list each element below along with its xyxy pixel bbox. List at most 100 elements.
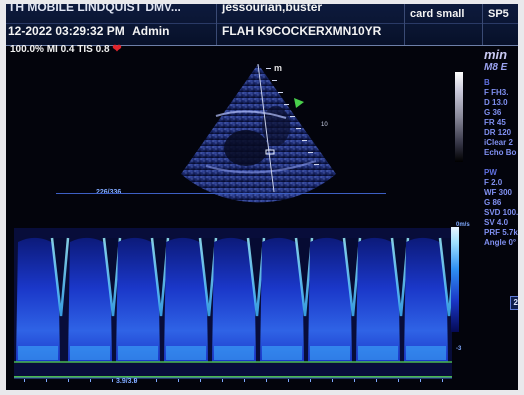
- sweep-readout: 226/336: [96, 189, 121, 196]
- ruler-tick: [266, 379, 267, 382]
- spectral-waveforms: [16, 237, 452, 362]
- diastolic-gap: [104, 238, 120, 316]
- brand-logo: min: [484, 47, 508, 62]
- ruler-tick: [24, 379, 25, 382]
- b-mode-param: B: [484, 78, 490, 87]
- diastolic-gap: [152, 238, 168, 316]
- acoustic-output-info: 100.0% MI 0.4 TIS 0.8 ❤: [10, 42, 122, 55]
- spectral-edge: [50, 237, 70, 317]
- b-mode-param: FR 45: [484, 118, 506, 127]
- datetime-text: 12-2022 03:29:32 PM: [8, 24, 125, 38]
- ruler-tick: [398, 379, 399, 382]
- ruler-tick: [244, 379, 245, 382]
- header-separator: [404, 4, 405, 45]
- header-separator: [216, 4, 217, 45]
- ruler-tick: [112, 379, 113, 382]
- pw-param: SV 4.0: [484, 218, 509, 227]
- ruler-tick: [222, 379, 223, 382]
- spectral-envelope: [68, 237, 112, 362]
- ultrasound-screen: TH MOBILE LINDQUIST DMV... jessourian,bu…: [6, 4, 518, 390]
- grayscale-map-bar: [455, 72, 463, 162]
- cardiac-cycle-waveform: [212, 237, 266, 362]
- b-mode-param: D 13.0: [484, 98, 508, 107]
- ruler-tick: [178, 379, 179, 382]
- cardiac-cycle-waveform: [116, 237, 170, 362]
- b-mode-param: DR 120: [484, 128, 512, 137]
- spectral-envelope: [356, 237, 400, 362]
- pw-param: WF 300: [484, 188, 513, 197]
- b-mode-param: F FH3.: [484, 88, 509, 97]
- low-velocity-band: [166, 346, 206, 360]
- pw-param: SVD 100.3: [484, 208, 518, 217]
- spectral-edge: [438, 237, 452, 317]
- cardiac-cycle-waveform: [16, 237, 70, 362]
- ruler-tick: [288, 379, 289, 382]
- cardiac-wall: [205, 160, 317, 174]
- heart-icon: ❤: [112, 43, 122, 55]
- velocity-scale-bottom: -3: [456, 346, 462, 352]
- low-velocity-band: [214, 346, 254, 360]
- low-velocity-band: [70, 346, 110, 360]
- sample-gate[interactable]: [265, 149, 275, 155]
- depth-guide-line: [56, 193, 386, 194]
- focus-marker-icon: [294, 98, 304, 108]
- doppler-cursor-line[interactable]: [257, 63, 275, 193]
- spectral-envelope: [164, 237, 208, 362]
- ruler-tick: [376, 379, 377, 382]
- low-velocity-band: [262, 346, 302, 360]
- preset-name[interactable]: card small: [410, 8, 465, 20]
- doppler-color-map-bar: [451, 227, 459, 332]
- cardiac-cycle-waveform: [260, 237, 314, 362]
- sector-orientation-marker: m: [274, 63, 282, 73]
- pw-param: PW: [484, 168, 497, 177]
- b-mode-sector-image: m 10: [181, 63, 336, 203]
- time-readout: 3.9/3.9: [116, 378, 138, 385]
- depth-scale: [266, 68, 319, 165]
- ruler-tick: [68, 379, 69, 382]
- doppler-frame: [14, 228, 452, 378]
- low-velocity-band: [406, 346, 446, 360]
- low-velocity-band: [310, 346, 350, 360]
- cardiac-wall: [215, 110, 287, 119]
- spectral-envelope: [260, 237, 304, 362]
- zoom-20-button[interactable]: 20: [510, 296, 518, 310]
- ruler-tick: [420, 379, 421, 382]
- mi-readout: MI 0.4: [46, 44, 75, 55]
- ruler-tick: [46, 379, 47, 382]
- b-mode-param: Echo Bo: [484, 148, 517, 157]
- patient-name[interactable]: jessourian,buster: [222, 4, 323, 14]
- ruler-tick: [310, 379, 311, 382]
- spectral-envelope: [16, 237, 60, 362]
- probe-name[interactable]: SP5: [488, 8, 509, 20]
- spectral-envelope: [404, 237, 448, 362]
- pw-param: PRF 5.7k: [484, 228, 518, 237]
- institution-name: TH MOBILE LINDQUIST DMV...: [8, 4, 181, 14]
- diastolic-gap: [52, 238, 68, 316]
- cardiac-cycle-waveform: [68, 237, 122, 362]
- low-velocity-band: [18, 346, 58, 360]
- diastolic-gap: [392, 238, 408, 316]
- cardiac-cycle-waveform: [308, 237, 362, 362]
- ruler-tick: [332, 379, 333, 382]
- spectral-envelope: [308, 237, 352, 362]
- cardiac-chamber: [262, 106, 290, 146]
- power-readout: 100.0%: [10, 44, 44, 55]
- ruler-tick: [354, 379, 355, 382]
- pw-param: G 86: [484, 198, 502, 207]
- header-bar: [6, 4, 518, 46]
- cardiac-chamber: [224, 130, 268, 166]
- header-separator: [482, 4, 483, 45]
- diastolic-gap: [200, 238, 216, 316]
- header-divider: [6, 23, 518, 24]
- pw-param: F 2.0: [484, 178, 503, 187]
- ruler-tick: [90, 379, 91, 382]
- pw-doppler-spectrum: [14, 228, 452, 378]
- diastolic-gap: [344, 238, 360, 316]
- header-bottom-line: [6, 45, 518, 46]
- time-ruler: [14, 377, 452, 382]
- b-mode-param: G 36: [484, 108, 502, 117]
- cardiac-cycle-waveform: [356, 237, 410, 362]
- ruler-tick: [134, 379, 135, 382]
- ruler-tick: [200, 379, 201, 382]
